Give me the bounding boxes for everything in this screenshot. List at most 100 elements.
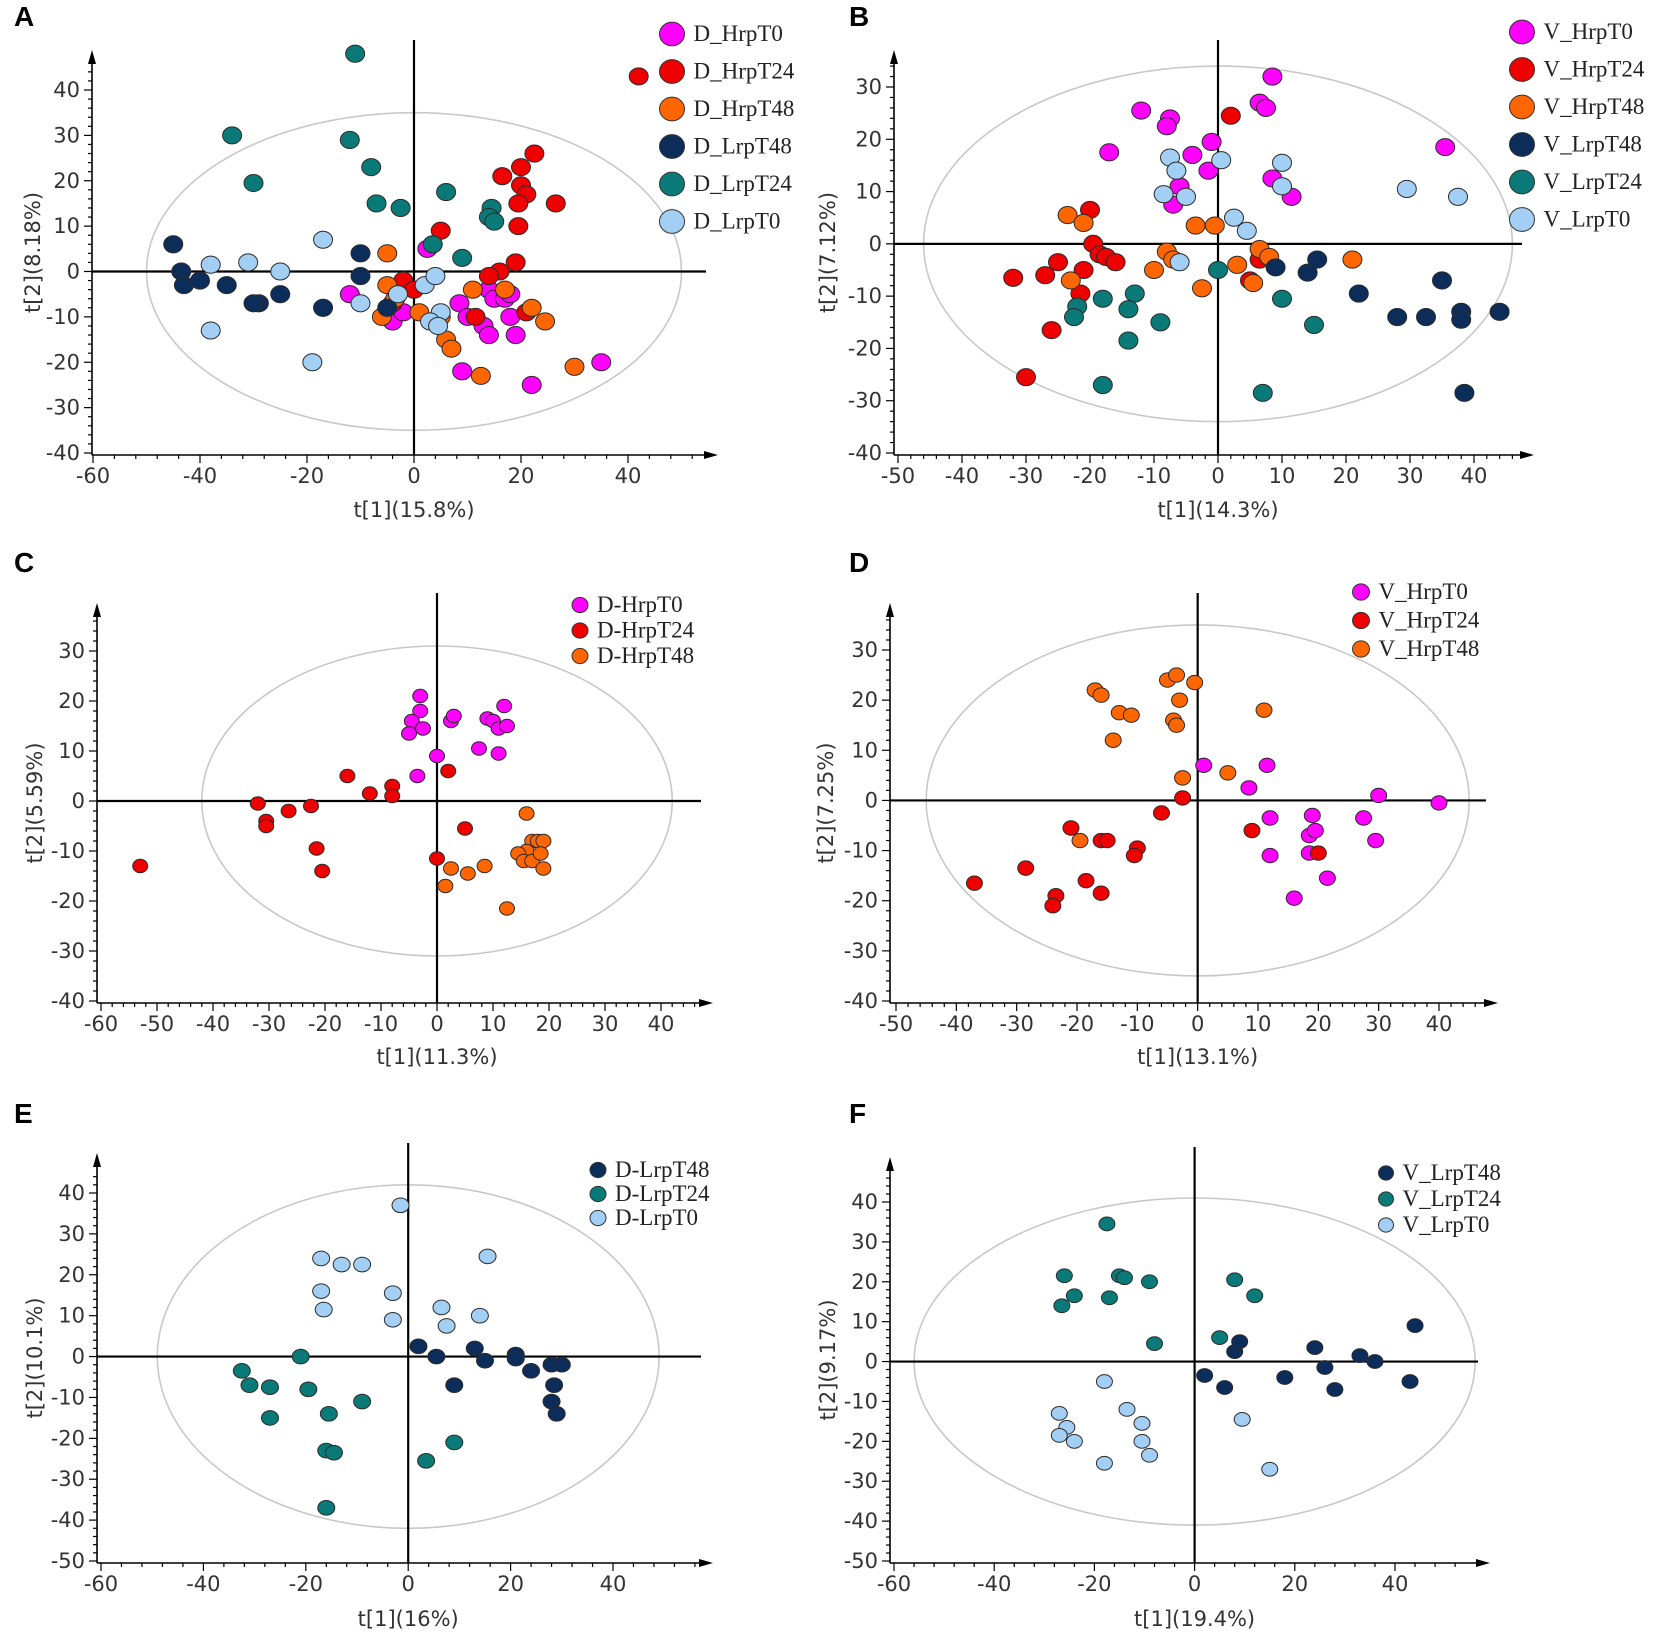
data-point [1326, 1382, 1344, 1397]
y-tick-label: 0 [72, 1345, 85, 1369]
data-point [260, 1379, 279, 1396]
y-tick-label: 40 [58, 1181, 85, 1205]
legend-label: D-HrpT48 [597, 643, 694, 668]
y-tick-label: 20 [851, 688, 878, 712]
data-point [1367, 832, 1385, 849]
data-point [505, 325, 526, 345]
data-point [1285, 890, 1303, 906]
y-tick-label: 10 [58, 739, 85, 763]
y-axis-arrow-icon [886, 603, 894, 617]
y-axis-title: t[2](10.1%) [23, 1297, 47, 1418]
data-point [243, 173, 264, 193]
data-point [1099, 143, 1120, 162]
y-tick-label: -40 [848, 441, 882, 465]
legend-marker [1509, 169, 1535, 195]
data-point [462, 280, 483, 299]
y-tick-label: 0 [72, 789, 85, 813]
data-point [1355, 810, 1373, 826]
x-tick-label: 20 [1305, 1012, 1332, 1036]
data-point [1050, 1406, 1068, 1421]
x-tick-label: -20 [1077, 1572, 1111, 1596]
legend-marker [659, 59, 685, 84]
data-point [313, 230, 334, 249]
x-tick-label: -40 [945, 464, 979, 488]
data-point [1041, 321, 1062, 340]
data-point [1233, 1412, 1251, 1427]
x-tick-label: 0 [407, 464, 420, 488]
data-point [552, 1356, 571, 1373]
data-point [1401, 1374, 1419, 1389]
data-point [232, 1363, 251, 1379]
data-point [478, 1248, 497, 1265]
data-point [465, 1340, 484, 1357]
data-point [1216, 1380, 1234, 1395]
data-point [496, 698, 513, 714]
data-point [1071, 832, 1089, 849]
x-axis-arrow-icon [704, 451, 718, 459]
y-tick-label: 40 [851, 1190, 878, 1214]
data-point [1118, 1402, 1136, 1417]
data-point [591, 353, 612, 372]
legend: D_HrpT0 D_HrpT24 D_HrpT48 D_LrpT48 D_LrpT24 D… [659, 21, 795, 234]
x-tick-label: 20 [1333, 464, 1360, 488]
y-tick-label: -40 [844, 1509, 878, 1533]
data-point [1366, 1354, 1384, 1369]
legend-label: V_HrpT0 [1544, 19, 1633, 44]
data-point [1016, 368, 1036, 387]
data-point [361, 786, 378, 801]
data-point [532, 846, 549, 861]
data-point [476, 1352, 494, 1369]
data-point [1387, 308, 1408, 327]
legend-marker [1352, 640, 1370, 658]
y-axis-title: t[2](8.18%) [21, 192, 45, 313]
data-point [437, 1318, 456, 1334]
data-point [314, 1301, 333, 1318]
y-axis-title: t[2](7.12%) [816, 192, 840, 313]
data-point [1204, 216, 1225, 235]
panel-f: F -60 -40 -20 0 20 40 -50 -40 -30 -20 -10 0 10 20 30 40 t… [816, 1098, 1501, 1631]
data-point [1176, 187, 1196, 206]
data-point [1048, 253, 1068, 272]
y-tick-label: -20 [844, 889, 878, 913]
panel-e: E -60 -40 -20 0 20 40 -50 -40 -30 -20 -10 0 10 20 30 40 t… [14, 1098, 713, 1631]
x-tick-label: 20 [508, 464, 535, 488]
data-point [1261, 810, 1279, 826]
x-tick-label: -10 [1120, 1012, 1154, 1036]
data-point [1064, 308, 1084, 327]
data-point [1318, 870, 1336, 886]
data-point [484, 212, 505, 231]
data-point [1141, 1447, 1159, 1463]
data-point [508, 194, 529, 213]
data-point [1168, 717, 1186, 733]
x-tick-label: 0 [1188, 1572, 1201, 1596]
data-point [628, 67, 649, 86]
data-points [965, 667, 1448, 914]
legend-marker [1509, 94, 1535, 120]
data-point [1055, 1268, 1073, 1284]
y-tick-label: 10 [855, 180, 882, 204]
data-point [499, 718, 515, 734]
x-tick-label: 0 [1211, 464, 1224, 488]
x-tick-label: 0 [430, 1012, 443, 1036]
data-point [470, 1307, 489, 1324]
legend-label: V_LrpT0 [1544, 207, 1631, 232]
legend-marker [571, 622, 589, 639]
x-tick-label: 30 [1397, 464, 1424, 488]
legend-label: D-HrpT0 [597, 592, 683, 617]
data-point [1252, 383, 1273, 402]
y-tick-label: 10 [851, 738, 878, 762]
panel-letter: E [14, 1098, 33, 1129]
y-tick-label: -30 [46, 396, 80, 420]
data-point [1092, 687, 1110, 703]
x-tick-label: -50 [881, 464, 915, 488]
data-point [499, 901, 515, 916]
data-point [1092, 289, 1113, 308]
data-point [312, 1250, 331, 1267]
data-point [1115, 1270, 1133, 1286]
x-axis-arrow-icon [1520, 451, 1534, 459]
data-point [1104, 732, 1122, 748]
data-point [1211, 151, 1232, 170]
x-axis-arrow-icon [699, 1559, 713, 1567]
